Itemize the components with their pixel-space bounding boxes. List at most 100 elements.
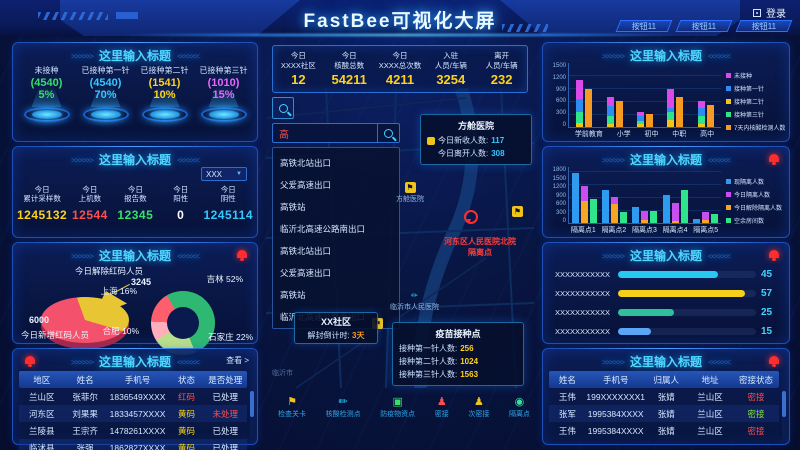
map-search-button[interactable] (272, 97, 294, 119)
alarm-bell-icon (237, 250, 247, 261)
people-hospital-marker[interactable]: ✏ 临沂市人民医院 (390, 291, 439, 311)
stat-nucleic-total: 今日 核酸总数 54211 (331, 51, 367, 87)
login-button[interactable]: 登录 (753, 5, 786, 20)
panel-title: 这里输入标题 (629, 355, 702, 369)
table-row: 临沭县 张强 1862827XXXX 黄码 已处理 (19, 439, 247, 450)
view-more-link[interactable]: 查看 > (226, 356, 249, 365)
panel-code-status-table: >>>>>> 这里输入标题 <<<<<< 查看 > 地区 姓名 手机号 状态 是否处… (12, 348, 258, 450)
middle-stats-bar: 今日 XXXX社区 12 今日 核酸总数 54211 今日 XXXX总次数 4211 入驻人… (272, 45, 528, 93)
legend-isolation-site[interactable]: ◉ 隔离点 (508, 396, 530, 418)
login-label: 登录 (766, 9, 786, 20)
panel-education-vaccine-chart: >>>>>> 这里输入标题 <<<<<< 1500 1200 900 600 300 0 学前教… (542, 42, 790, 142)
legend-supplies[interactable]: ▣ 防疫物资点 (380, 396, 416, 418)
search-suggestions: 高铁北站出口 父爱高速出口 高铁站 临沂北高速公路南出口 高铁北站出口 父爱高速… (272, 147, 400, 329)
header-button-group: 按钮11 按钮11 按钮11 (615, 20, 793, 32)
donut-label-shijiazhuang: 石家庄 22% (208, 332, 253, 342)
gauge-dose2: 已接种第二针 (1541) 10% (135, 65, 194, 139)
panel-title: 这里输入标题 (98, 153, 171, 167)
alarm-bell-icon (769, 356, 779, 367)
header-button-1[interactable]: 按钮11 (615, 20, 673, 32)
hospital-marker[interactable]: ⚑ 方舱医院 (396, 182, 424, 203)
redcode-pie-chart (41, 291, 133, 351)
syringe-icon: ✏ (338, 396, 348, 408)
search-input[interactable]: 高 (272, 123, 400, 143)
vaccine-tooltip: 疫苗接种点 接种第一针人数: 256 接种第二针人数: 1024 接种第三针人数: 1… (392, 322, 524, 386)
table-row: 王伟 1995384XXXX 张婧 兰山区 密接 (549, 422, 779, 439)
stat-total-times: 今日 XXXX总次数 4211 (378, 51, 422, 87)
suggestion-item[interactable]: 高铁站 (280, 202, 306, 212)
header-stripes-right (502, 24, 548, 32)
stat-row: 今日 累计采样数 1245132 今日 上机数 12544 今日 报告数 12345 今日阳… (17, 185, 253, 222)
map-legend: ⚑ 检查关卡 ✏ 核酸检测点 ▣ 防疫物资点 ♟ 密接 ♟ 次密接 ◉ 隔离点 (278, 396, 530, 419)
pie-value-released: 3245 (131, 277, 152, 287)
legend-sub-close-contact[interactable]: ♟ 次密接 (468, 396, 490, 418)
suggestion-item[interactable]: 父爱高速出口 (280, 268, 332, 278)
donut-label-shanghai: 上海 16% (100, 286, 137, 296)
isolation-bar-chart: 1800 1500 1200 900 600 300 0 隔离点1 隔离点2 隔离点3 隔离点4 隔离… (552, 167, 783, 234)
pie-label-released: 今日解除红码人员 (75, 266, 144, 276)
search-value[interactable]: 高 (279, 129, 289, 141)
search-submit-button[interactable] (377, 124, 399, 142)
gauge-platform-icon (82, 85, 129, 127)
legend-test-site[interactable]: ✏ 核酸检测点 (325, 396, 361, 418)
donut-label-jilin: 吉林 52% (206, 274, 243, 284)
legend-checkpoint[interactable]: ⚑ 检查关卡 (278, 396, 306, 418)
code-status-table: 地区 姓名 手机号 状态 是否处理 兰山区 张菲尔 1836549XXXX 红码… (19, 371, 247, 450)
person-icon: ♟ (436, 396, 447, 408)
panel-redcode-pies: >>>>>> 这里输入标题 <<<<<< 今日解除红码人员 3245 6000 今日… (12, 242, 258, 355)
gauge-group: 未接种 (4540) 5% 已接种第一针 (4540) 70% 已接种第二针 (… (17, 65, 253, 139)
risk-area-label: 河东区人民医院北院 隔离点 (444, 237, 516, 258)
panel-title: 这里输入标题 (629, 49, 702, 63)
stat-negative: 今日 阴性 1245114 (203, 185, 253, 222)
table-header: 地区 姓名 手机号 状态 是否处理 (19, 371, 247, 388)
hospital-icon: ⚑ (404, 182, 416, 193)
table-scrollbar[interactable] (250, 389, 254, 439)
panel-isolation-chart: >>>>>> 这里输入标题 <<<<<< 1800 1500 1200 900 600 300… (542, 146, 790, 238)
stat-on-machine: 今日 上机数 12544 (71, 185, 108, 222)
table-row: 河东区 刘果果 1833457XXXX 黄码 未处理 (19, 405, 247, 422)
suggestion-item[interactable]: 父爱高速出口 (280, 180, 332, 190)
gauge-platform-icon (23, 85, 70, 127)
people-icon: ♟ (473, 396, 484, 408)
suggestion-item[interactable]: 临沂北高速公路南出口 (280, 224, 366, 234)
hospital-tooltip: 方舱医院 今日新收人数: 117 今日离开人数: 308 (420, 114, 532, 165)
header: FastBee可视化大屏 登录 (0, 0, 800, 36)
isolation-icon: ◉ (514, 396, 525, 408)
legend-close-contact[interactable]: ♟ 密接 (434, 396, 449, 418)
fullscreen-icon[interactable] (753, 8, 761, 17)
hospital-icon (427, 136, 435, 145)
chevron-down-icon: ▼ (236, 171, 242, 177)
station-icon: ⚑ (512, 206, 523, 217)
risk-area-pin-icon[interactable] (463, 210, 478, 224)
stat-positive: 今日 阳性 0 (173, 185, 189, 222)
header-button-2[interactable]: 按钮11 (675, 20, 733, 32)
suggestion-item[interactable]: 高铁站 (280, 290, 306, 300)
panel-contact-table: >>>>>> 这里输入标题 <<<<<< 姓名 手机号 归属人 地址 密接状态 王伟… (542, 348, 790, 445)
alarm-bell-icon (769, 250, 779, 261)
stat-reports: 今日 报告数 12345 (117, 185, 154, 222)
title-arrows-right: <<<<<< (177, 52, 200, 61)
search-icon (278, 103, 288, 113)
panel-hbar-chart: >>>>>> 这里输入标题 <<<<<< XXXXXXXXXXX 45 XXXXXXXX… (542, 242, 790, 344)
city-donut-chart (151, 291, 215, 355)
alarm-bell-icon (25, 356, 35, 367)
suggestion-item[interactable]: 高铁北站出口 (280, 246, 332, 256)
filter-dropdown[interactable]: XXX ▼ (201, 167, 247, 181)
panel-title: 这里输入标题 (98, 249, 171, 263)
suggestion-item[interactable]: 高铁北站出口 (280, 158, 332, 168)
header-button-3[interactable]: 按钮11 (735, 20, 793, 32)
panel-title: 这里输入标题 (629, 153, 702, 167)
table-row: 兰陵县 王宗齐 1478261XXXX 黄码 已处理 (19, 422, 247, 439)
gauge-unvaccinated: 未接种 (4540) 5% (17, 65, 76, 139)
panel-sampling-stats: >>>>>> 这里输入标题 <<<<<< XXX ▼ 今日 累计采样数 1245132 今… (12, 146, 258, 238)
title-arrows-left: >>>>>> (70, 52, 94, 61)
stat-total-samples: 今日 累计采样数 1245132 (17, 185, 68, 222)
header-decor-square (116, 12, 138, 19)
station-marker[interactable]: ⚑ (512, 206, 523, 217)
table-scrollbar[interactable] (782, 389, 786, 439)
panel-title: 这里输入标题 (629, 249, 702, 263)
pencil-icon: ✏ (411, 291, 418, 300)
search-icon (384, 128, 393, 138)
panel-vaccine-gauges: >>>>>> 这里输入标题 <<<<<< 未接种 (4540) 5% 已接种第一针 … (12, 42, 258, 142)
